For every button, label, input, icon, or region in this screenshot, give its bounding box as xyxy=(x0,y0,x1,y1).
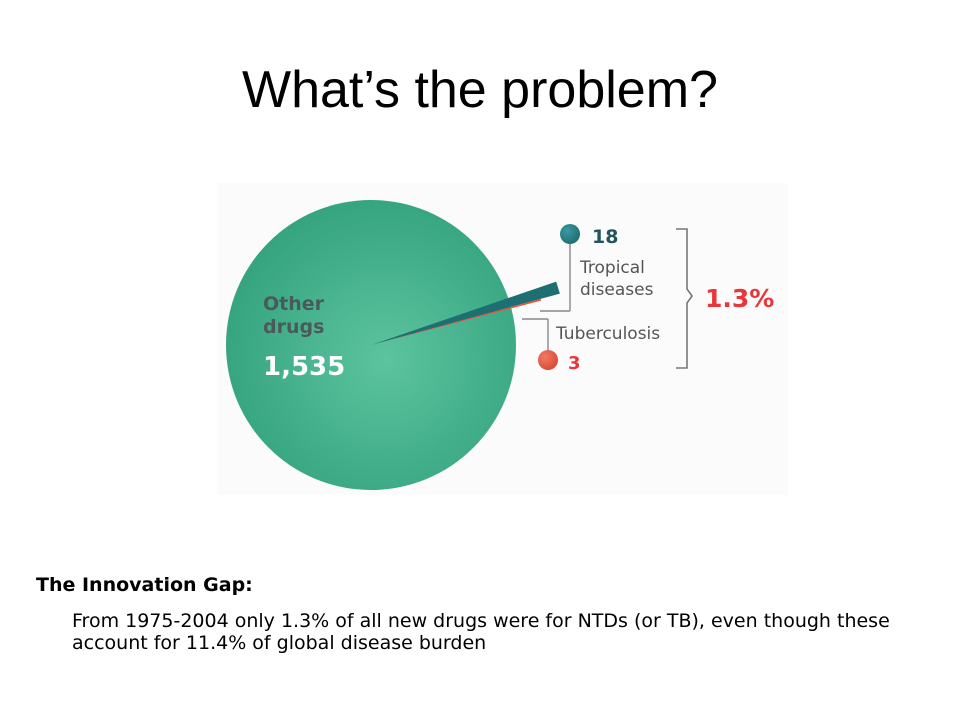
other-drugs-label: drugs xyxy=(263,316,324,338)
tuberculosis-label: Tuberculosis xyxy=(555,324,660,344)
bracket xyxy=(676,228,693,369)
tropical-diseases-marker xyxy=(560,224,580,244)
innovation-gap-heading: The Innovation Gap: xyxy=(36,574,253,596)
pie-slice-tropical-diseases xyxy=(371,281,560,345)
pie-slice-tuberculosis xyxy=(371,298,542,345)
pie-chart: Other drugs 1,535 18 Tropical diseases Tubercu… xyxy=(218,183,788,495)
tropical-diseases-label: diseases xyxy=(580,280,654,300)
other-drugs-value: 1,535 xyxy=(263,352,345,382)
slide-title: What’s the problem? xyxy=(242,61,718,119)
tropical-diseases-value: 18 xyxy=(592,226,618,248)
other-drugs-label: Other xyxy=(263,293,325,315)
innovation-gap-text: From 1975-2004 only 1.3% of all new drug… xyxy=(72,610,890,654)
bracket-percent-label: 1.3% xyxy=(705,284,774,313)
tuberculosis-marker xyxy=(538,350,558,370)
tropical-diseases-label: Tropical xyxy=(579,258,645,278)
tuberculosis-value: 3 xyxy=(568,353,581,374)
